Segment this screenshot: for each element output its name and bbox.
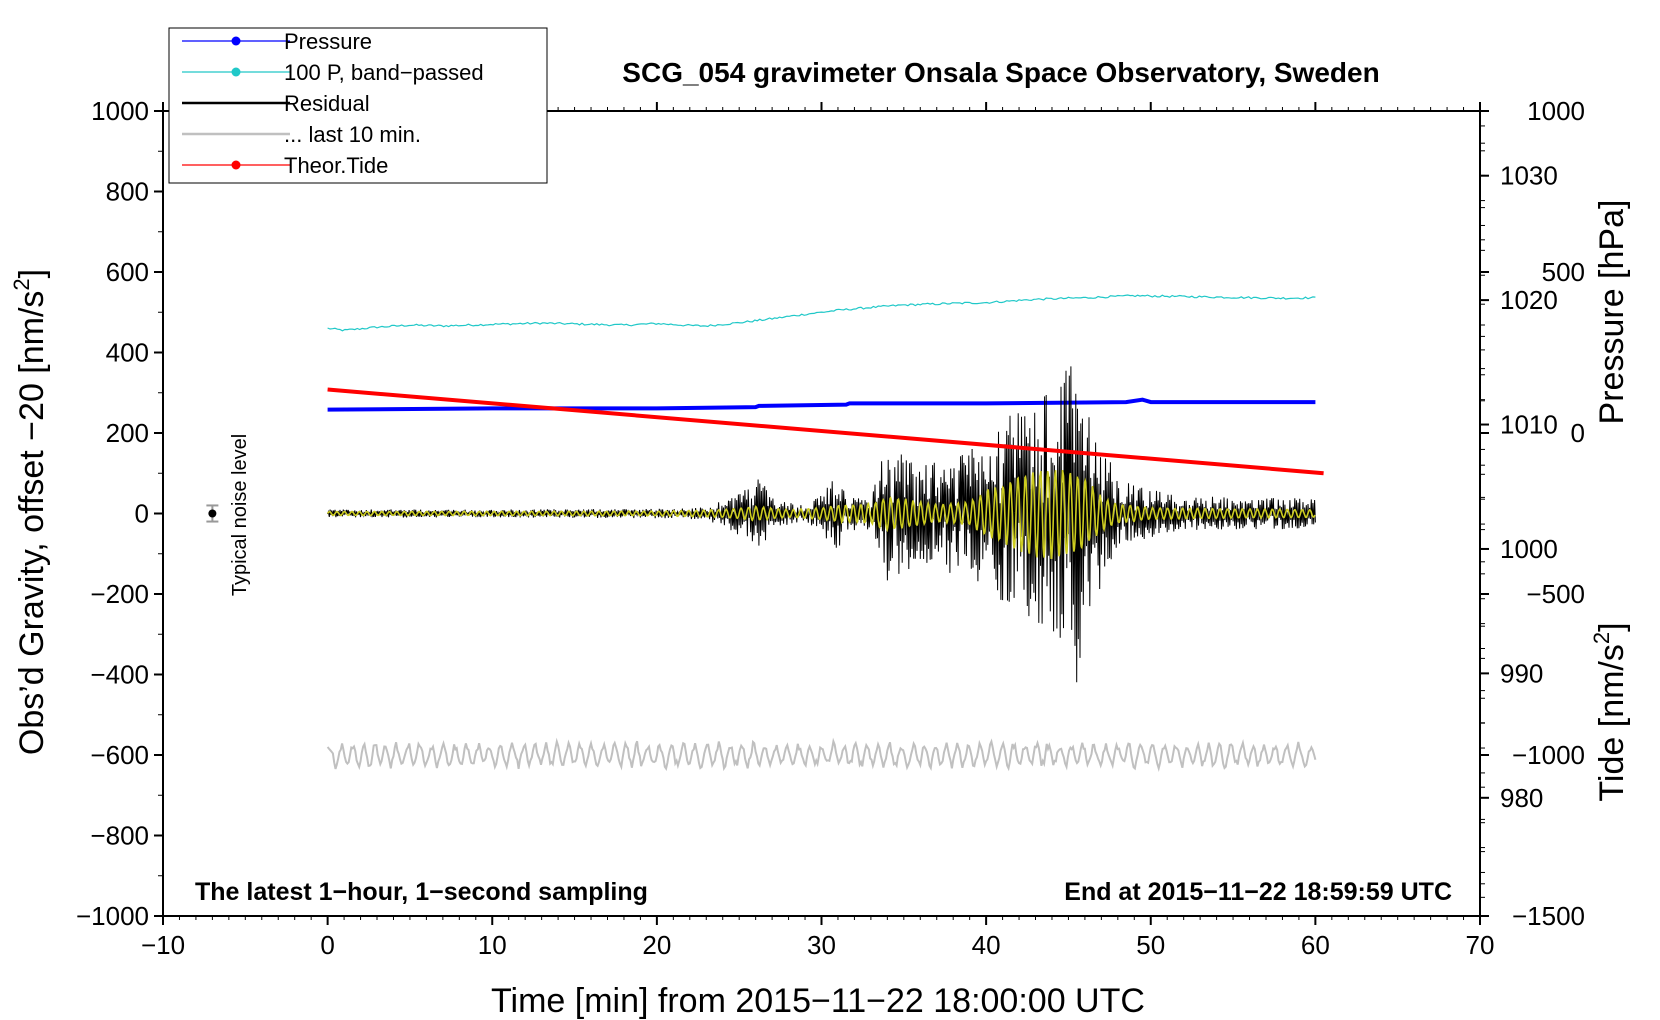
legend-label: ... last 10 min.	[284, 122, 421, 147]
series-pressure	[327, 397, 1316, 412]
y-tick-label: −1000	[76, 901, 149, 931]
noise-level-label: Typical noise level	[229, 434, 251, 596]
tide-tick-label: 1000	[1527, 96, 1585, 126]
sampling-note: The latest 1−hour, 1−second sampling	[195, 878, 648, 906]
pressure-tick-label: 1030	[1500, 161, 1558, 191]
y-tick-label: −800	[90, 821, 149, 851]
y-axis-pressure: 1030 1020 1010 1000 990 980	[1480, 125, 1558, 898]
tide-axis-title-sup: 2	[1589, 632, 1614, 644]
x-tick-label: 10	[478, 930, 507, 960]
y-tick-label: 400	[106, 338, 149, 368]
x-tick-label: 70	[1466, 930, 1495, 960]
tide-tick-label: 500	[1542, 257, 1585, 287]
end-time-note: End at 2015−11−22 18:59:59 UTC	[1064, 878, 1452, 906]
legend-marker	[231, 160, 241, 170]
tide-axis-title: Tide [nm/s2]	[1589, 622, 1631, 801]
legend-label: Pressure	[284, 29, 372, 54]
pressure-tick-label: 1020	[1500, 285, 1558, 315]
legend: Pressure 100 P, band−passed Residual ... la…	[168, 27, 548, 184]
series-residual-bandpassed	[326, 469, 1316, 559]
x-tick-label: 50	[1136, 930, 1165, 960]
y-axis-tide: 1000 500 0 −500 −1000 −1500	[1480, 96, 1585, 931]
legend-label: Theor.Tide	[284, 153, 388, 178]
tide-axis-title-end: ]	[1593, 622, 1631, 631]
legend-box	[168, 27, 548, 184]
legend-marker	[231, 67, 241, 77]
tide-axis-title-main: Tide [nm/s	[1593, 644, 1631, 801]
series-theor-tide	[327, 387, 1324, 476]
pressure-tick-label: 990	[1500, 658, 1543, 688]
y-tick-label: 1000	[91, 96, 149, 126]
y-axis-gravity: 1000 800 600 400 200 0 −200 −400 −600 −800 −1000	[76, 96, 163, 931]
y-tick-label: −600	[90, 740, 149, 770]
series-residual	[327, 366, 1316, 683]
legend-label: 100 P, band−passed	[284, 60, 484, 85]
x-tick-label: 20	[642, 930, 671, 960]
chart-title: SCG_054 gravimeter Onsala Space Observat…	[622, 57, 1379, 88]
legend-marker	[231, 36, 241, 46]
series-layer	[326, 294, 1324, 773]
pressure-tick-label: 1010	[1500, 410, 1558, 440]
x-tick-label: 60	[1301, 930, 1330, 960]
legend-label: Residual	[284, 91, 370, 116]
y-tick-label: −200	[90, 579, 149, 609]
x-axis: −10 0 10 20 30 40 50 60 70	[141, 102, 1495, 960]
y-axis-title-sup: 2	[9, 278, 34, 290]
y-tick-label: 800	[106, 177, 149, 207]
x-axis-title: Time [min] from 2015−11−22 18:00:00 UTC	[491, 982, 1145, 1020]
tide-tick-label: −1000	[1512, 740, 1585, 770]
series-pressure-bandpassed	[327, 294, 1316, 332]
y-axis-title-main: Obs’d Gravity, offset −20 [nm/s	[13, 291, 51, 756]
y-tick-label: 600	[106, 257, 149, 287]
y-tick-label: −400	[90, 660, 149, 690]
x-tick-label: 0	[320, 930, 334, 960]
x-tick-label: 40	[972, 930, 1001, 960]
y-tick-label: 200	[106, 418, 149, 448]
tide-tick-label: −1500	[1512, 901, 1585, 931]
y-axis-title: Obs’d Gravity, offset −20 [nm/s2]	[9, 269, 51, 755]
x-tick-label: 30	[807, 930, 836, 960]
pressure-axis-title: Pressure [hPa]	[1593, 200, 1631, 425]
y-axis-title-end: ]	[13, 269, 51, 278]
pressure-tick-label: 980	[1500, 783, 1543, 813]
tide-tick-label: −500	[1526, 579, 1585, 609]
y-tick-label: 0	[135, 499, 149, 529]
series-last-10-min	[326, 737, 1317, 773]
x-tick-label: −10	[141, 930, 185, 960]
noise-level-marker	[206, 504, 219, 523]
tide-tick-label: 0	[1571, 418, 1585, 448]
noise-point	[208, 509, 217, 518]
pressure-tick-label: 1000	[1500, 534, 1558, 564]
